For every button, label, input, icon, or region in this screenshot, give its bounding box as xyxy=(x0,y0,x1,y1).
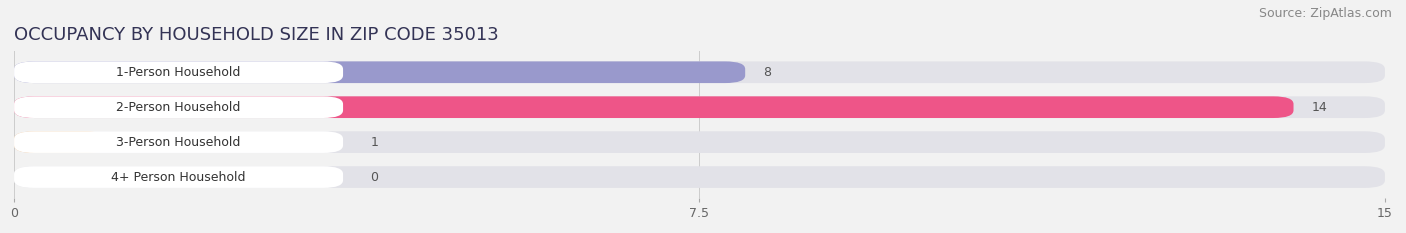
Text: 1: 1 xyxy=(371,136,378,149)
Text: OCCUPANCY BY HOUSEHOLD SIZE IN ZIP CODE 35013: OCCUPANCY BY HOUSEHOLD SIZE IN ZIP CODE … xyxy=(14,26,499,44)
FancyBboxPatch shape xyxy=(14,61,745,83)
FancyBboxPatch shape xyxy=(14,96,343,118)
Text: 14: 14 xyxy=(1312,101,1327,114)
Text: 8: 8 xyxy=(763,66,772,79)
FancyBboxPatch shape xyxy=(14,96,1294,118)
FancyBboxPatch shape xyxy=(14,166,343,188)
FancyBboxPatch shape xyxy=(14,61,1385,83)
Text: 1-Person Household: 1-Person Household xyxy=(117,66,240,79)
FancyBboxPatch shape xyxy=(14,131,343,153)
FancyBboxPatch shape xyxy=(14,131,105,153)
Text: 0: 0 xyxy=(371,171,378,184)
FancyBboxPatch shape xyxy=(14,96,1385,118)
Text: 3-Person Household: 3-Person Household xyxy=(117,136,240,149)
Text: Source: ZipAtlas.com: Source: ZipAtlas.com xyxy=(1258,7,1392,20)
FancyBboxPatch shape xyxy=(14,131,1385,153)
Text: 4+ Person Household: 4+ Person Household xyxy=(111,171,246,184)
FancyBboxPatch shape xyxy=(14,166,1385,188)
Text: 2-Person Household: 2-Person Household xyxy=(117,101,240,114)
FancyBboxPatch shape xyxy=(14,61,343,83)
